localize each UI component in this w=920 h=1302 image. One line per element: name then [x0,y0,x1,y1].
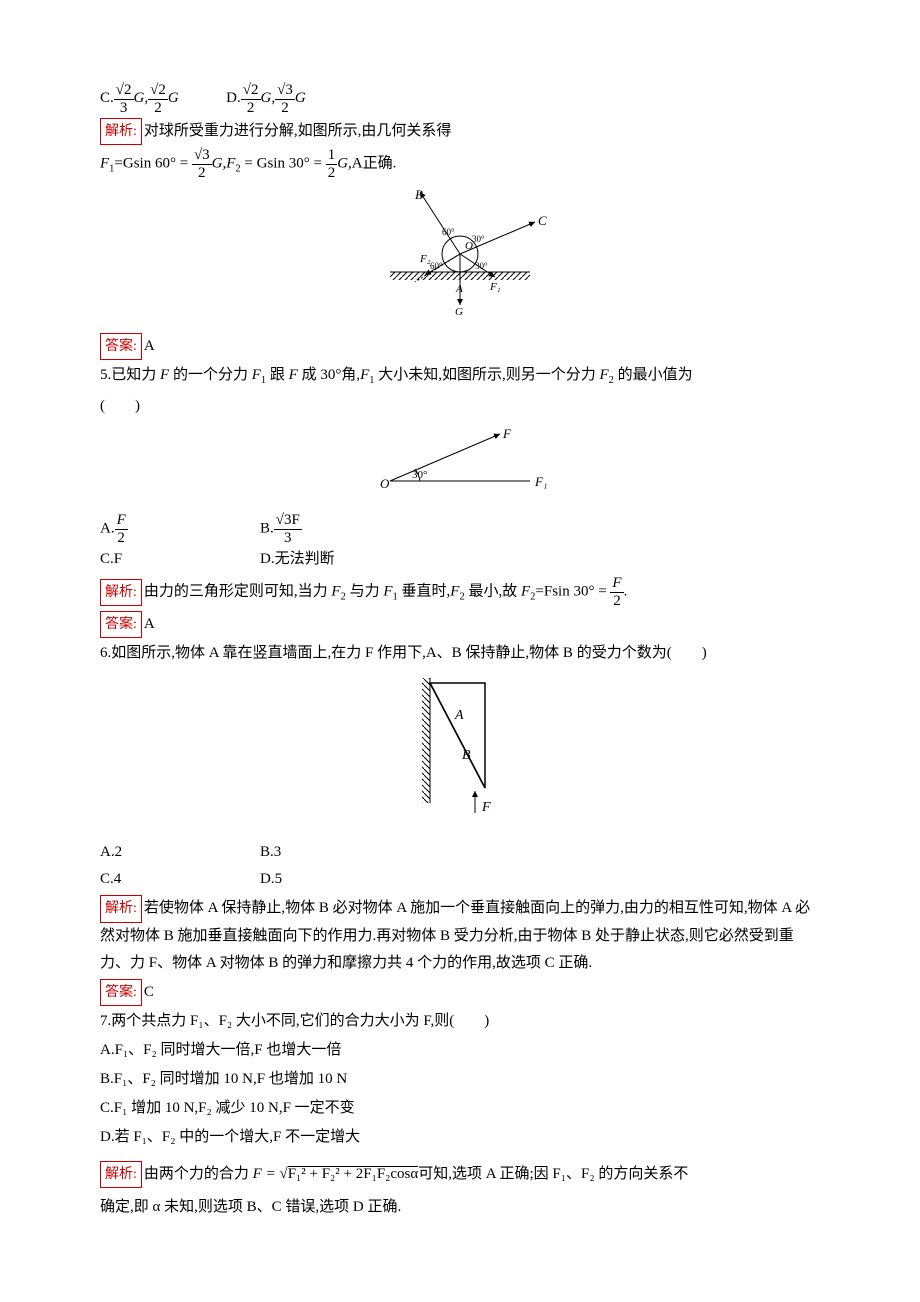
svg-text:30°: 30° [475,261,488,271]
svg-text:F₂: F₂ [419,253,431,265]
opt-a: A.F2 [100,512,260,546]
analysis-label: 解析: [100,579,142,606]
q5-options-cd: C.F D.无法判断 [100,546,820,573]
svg-text:F₁: F₁ [534,474,547,489]
answer-label: 答案: [100,979,142,1006]
q6-analysis: 解析:若使物体 A 保持静止,物体 B 必对物体 A 施加一个垂直接触面向上的弹… [100,895,820,976]
opt-d: D.无法判断 [260,546,460,573]
q7-opt-c: C.F₁ 增加 10 N,F₂ 减少 10 N,F 一定不变 [100,1095,820,1122]
q5-options-ab: A.F2 B.√3F3 [100,512,820,546]
q5-analysis: 解析:由力的三角形定则可知,当力 F2 与力 F1 垂直时,F2 最小,故 F2… [100,575,820,609]
svg-text:30°: 30° [412,469,427,481]
q6-stem: 6.如图所示,物体 A 靠在竖直墙面上,在力 F 作用下,A、B 保持静止,物体… [100,640,820,667]
answer-label: 答案: [100,611,142,638]
q6-options-cd: C.4 D.5 [100,866,820,893]
q4-equation: F1=Gsin 60° = √32G,F2 = Gsin 30° = 12G,A… [100,147,820,181]
q4-answer: 答案:A [100,333,820,360]
opt-c: C.F [100,546,260,573]
svg-text:60°: 60° [442,227,455,237]
opt-d: D.√22G,√32G [226,90,306,106]
q7-analysis-1: 解析:由两个力的合力 F = √F₁² + F₂² + 2F₁F₂cosα可知,… [100,1161,820,1188]
analysis-label: 解析: [100,895,142,922]
svg-text:F₁: F₁ [489,281,501,293]
analysis-label: 解析: [100,1161,142,1188]
q5-figure: O 30° F F₁ [100,426,820,506]
q6-figure: A B F [100,673,820,833]
q5-paren: ( ) [100,393,820,420]
q4-analysis: 解析:对球所受重力进行分解,如图所示,由几何关系得 [100,118,820,145]
opt-a: A.2 [100,839,260,866]
q7-stem: 7.两个共点力 F₁、F₂ 大小不同,它们的合力大小为 F,则( ) [100,1008,820,1035]
svg-text:B: B [462,748,471,763]
opt-b: B.√3F3 [260,512,460,546]
q7-opt-d: D.若 F₁、F₂ 中的一个增大,F 不一定增大 [100,1124,820,1151]
q4-options-cd: C.√23G,√22G D.√22G,√32G [100,82,820,116]
svg-text:A: A [455,283,463,295]
opt-c: C.4 [100,866,260,893]
analysis-label: 解析: [100,118,142,145]
q4-figure: B C O F₂ F₁ G A 60° 30° 60° 30° [100,187,820,327]
svg-text:F: F [502,426,512,441]
opt-c: C.√23G,√22G [100,90,182,106]
q7-analysis-2: 确定,即 α 未知,则选项 B、C 错误,选项 D 正确. [100,1194,820,1221]
svg-text:B: B [415,187,423,202]
svg-text:C: C [538,213,547,228]
q6-options-ab: A.2 B.3 [100,839,820,866]
svg-text:F: F [481,800,491,815]
q6-answer: 答案:C [100,979,820,1006]
opt-b: B.3 [260,839,460,866]
svg-text:30°: 30° [472,234,485,244]
svg-text:G: G [455,306,463,317]
svg-text:O: O [380,476,390,491]
q7-opt-a: A.F₁、F₂ 同时增大一倍,F 也增大一倍 [100,1037,820,1064]
opt-d: D.5 [260,866,460,893]
q7-opt-b: B.F₁、F₂ 同时增加 10 N,F 也增加 10 N [100,1066,820,1093]
q5-stem: 5.已知力 F 的一个分力 F1 跟 F 成 30°角,F1 大小未知,如图所示… [100,362,820,391]
svg-text:60°: 60° [430,261,443,271]
answer-label: 答案: [100,333,142,360]
q5-answer: 答案:A [100,611,820,638]
svg-text:A: A [454,708,464,723]
